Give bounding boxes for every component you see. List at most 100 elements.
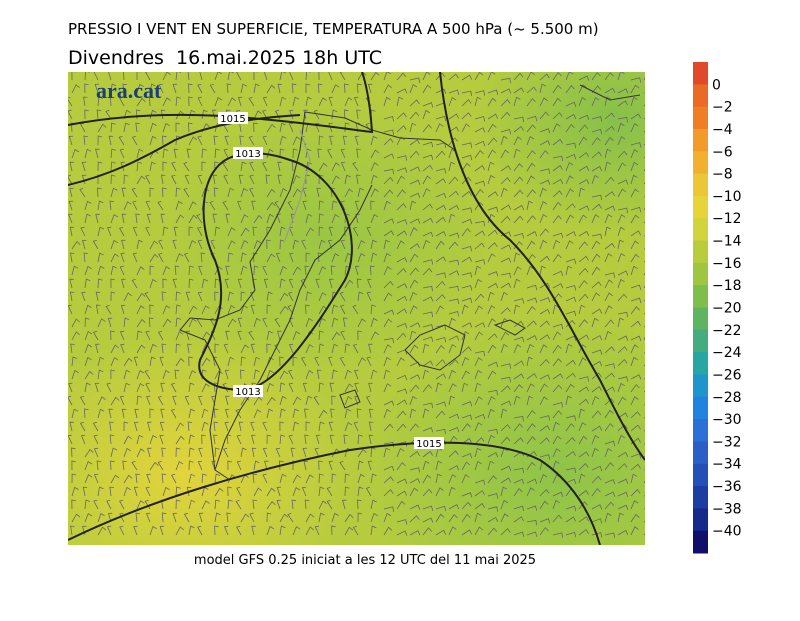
wind-barb — [591, 72, 601, 81]
wind-barb — [105, 304, 112, 315]
wind-barb — [396, 96, 404, 107]
wind-barb — [396, 136, 405, 146]
wind-barb — [292, 474, 301, 484]
wind-barb — [448, 310, 460, 317]
wind-barb — [487, 527, 498, 536]
wind-barb — [188, 447, 195, 458]
wind-barb — [539, 473, 548, 484]
wind-barb — [201, 408, 209, 419]
wind-barb — [461, 529, 473, 536]
wind-barb — [292, 239, 299, 250]
wind-barb — [305, 83, 311, 93]
wind-barb — [84, 265, 92, 276]
wind-barb — [353, 96, 359, 107]
wind-barb — [526, 297, 538, 304]
wind-barb — [237, 330, 242, 341]
wind-barb — [84, 317, 90, 328]
wind-barb — [591, 233, 602, 240]
wind-barb — [201, 434, 206, 445]
wind-barb — [146, 213, 152, 224]
wind-barb — [448, 161, 456, 172]
wind-barb — [604, 532, 616, 538]
wind-barb — [225, 265, 230, 276]
wind-barb — [159, 525, 165, 536]
wind-barb — [108, 72, 112, 81]
wind-barb — [409, 322, 421, 328]
wind-barb — [474, 413, 486, 420]
wind-barb — [331, 512, 339, 523]
wind-barb — [188, 473, 196, 484]
wind-barb — [328, 72, 333, 81]
wind-barb — [474, 502, 485, 510]
wind-barb — [539, 320, 550, 328]
wind-barb — [474, 490, 485, 497]
wind-barb — [461, 356, 470, 367]
wind-barb — [248, 135, 255, 146]
wind-barb — [526, 135, 535, 146]
wind-barb — [213, 382, 219, 393]
wind-barb — [201, 278, 208, 289]
wind-barb — [565, 395, 572, 406]
wind-barb — [210, 239, 216, 250]
wind-barb — [474, 396, 483, 406]
wind-barb — [133, 356, 139, 367]
wind-barb — [80, 122, 86, 133]
wind-barb — [565, 240, 574, 250]
wind-barb — [435, 513, 445, 523]
wind-barb — [409, 218, 421, 224]
wind-barb — [119, 512, 125, 523]
wind-barb — [318, 213, 324, 224]
wind-barb — [435, 487, 444, 497]
wind-barb — [526, 487, 535, 497]
wind-barb — [97, 318, 106, 328]
wind-barb — [422, 203, 433, 211]
wind-barb — [578, 165, 590, 172]
wind-barb — [448, 435, 458, 445]
wind-barb — [263, 72, 268, 81]
wind-barb — [356, 174, 361, 185]
wind-barb — [68, 213, 73, 224]
wind-barb — [357, 460, 364, 471]
wind-barb — [188, 136, 197, 146]
wind-barb — [279, 382, 286, 393]
wind-barb — [409, 267, 420, 276]
wind-barb — [617, 150, 628, 159]
wind-barb — [279, 305, 289, 315]
wind-barb — [422, 84, 432, 94]
wind-barb — [526, 175, 535, 185]
wind-barb — [214, 305, 223, 315]
wind-barb — [145, 226, 151, 237]
wind-barb — [422, 267, 433, 276]
wind-barb — [474, 447, 482, 458]
wind-barb — [318, 239, 326, 250]
wind-barb — [314, 447, 320, 458]
wind-barb — [97, 486, 104, 497]
wind-barb — [222, 200, 229, 211]
wind-barb — [305, 395, 313, 406]
wind-barb — [617, 529, 629, 536]
wind-barb — [172, 278, 178, 289]
colorbar-segment — [693, 329, 708, 353]
wind-barb — [226, 512, 231, 523]
wind-barb — [461, 272, 473, 278]
wind-barb — [149, 135, 157, 146]
wind-barb — [227, 318, 237, 328]
wind-barb — [617, 162, 627, 172]
wind-barb — [474, 188, 484, 198]
wind-barb — [565, 101, 577, 108]
wind-barb — [175, 200, 183, 211]
wind-barb — [474, 165, 486, 172]
wind-barb — [83, 96, 88, 107]
wind-barb — [175, 291, 181, 302]
wind-barb — [253, 110, 262, 120]
wind-barb — [513, 204, 525, 211]
wind-barb — [617, 376, 629, 382]
wind-barb — [253, 265, 259, 276]
wind-barb — [110, 174, 116, 185]
wind-barb — [487, 452, 499, 458]
wind-barb — [552, 201, 562, 211]
wind-barb — [266, 487, 276, 497]
wind-barb — [500, 513, 509, 523]
wind-barb — [162, 161, 167, 172]
wind-barb — [318, 421, 325, 432]
